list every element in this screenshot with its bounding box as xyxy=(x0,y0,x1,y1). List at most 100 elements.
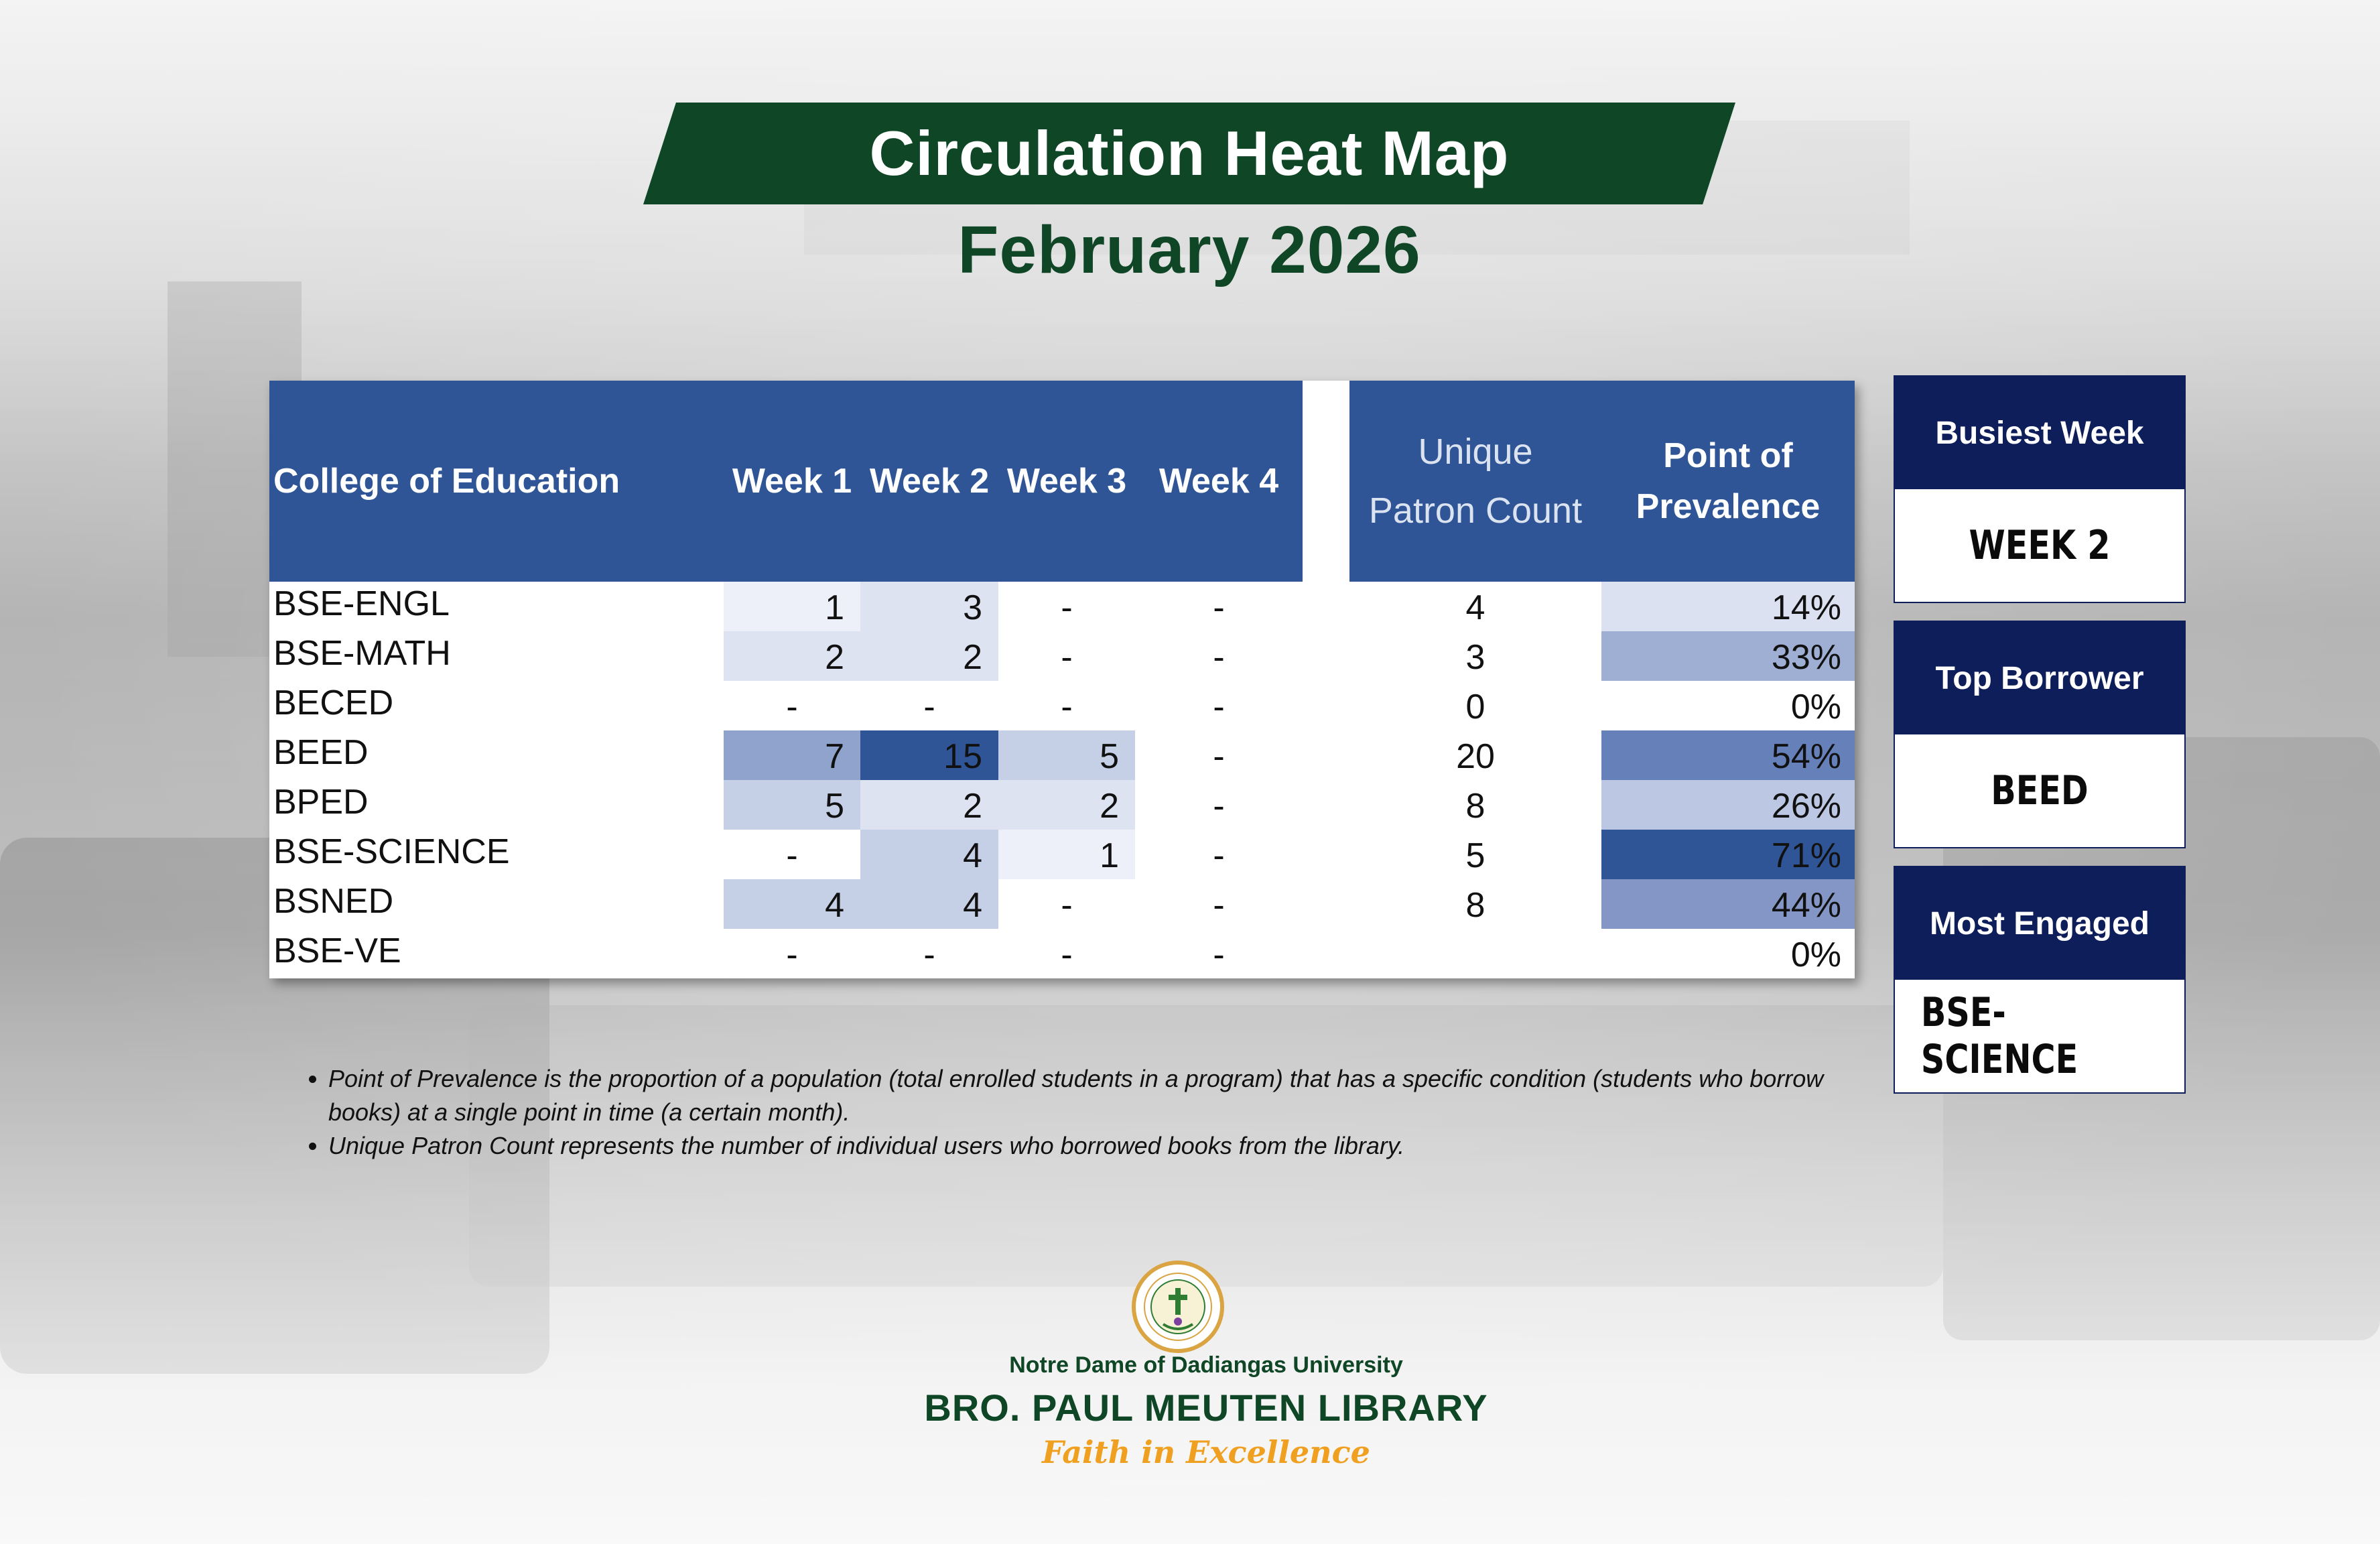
heat-cell-week-4: - xyxy=(1213,588,1225,627)
heat-cell-week-4: - xyxy=(1213,886,1225,925)
header-gap xyxy=(1303,381,1349,582)
heat-cell-week-3: 5 xyxy=(998,730,1135,780)
table-row: BEED 7 15 5 - 20 54% xyxy=(269,730,1855,780)
prevalence-cell: 0% xyxy=(1790,688,1841,726)
table-row: BSE-VE - - - - 0% xyxy=(269,929,1855,978)
row-program-label: BSNED xyxy=(273,882,394,921)
heat-cell-week-4: - xyxy=(1213,936,1225,974)
table-row: BPED 5 2 2-8 26% xyxy=(269,780,1855,830)
heat-cell-week-2: 15 xyxy=(860,730,998,780)
heat-cell-week-2: 2 xyxy=(860,780,998,830)
heat-cell-week-2: 4 xyxy=(860,879,998,929)
heat-cell-week-3: 1 xyxy=(998,830,1135,879)
heat-cell-week-2: - xyxy=(923,688,935,726)
header-unique-line-2: Patron Count xyxy=(1368,491,1583,531)
heat-cell-week-1: 4 xyxy=(724,879,860,929)
kpi-top-borrower-label: Top Borrower xyxy=(1895,622,2184,734)
kpi-most-engaged-label: Most Engaged xyxy=(1895,867,2184,980)
heat-cell-week-2: 3 xyxy=(860,582,998,631)
heat-cell-week-3: - xyxy=(1061,638,1073,677)
table-header-right xyxy=(1349,381,1855,582)
kpi-busiest-week-value: WEEK 2 xyxy=(1969,522,2111,569)
library-tagline: Faith in Excellence xyxy=(1042,1434,1370,1470)
heat-cell-week-4: - xyxy=(1213,638,1225,677)
header-unique-patron-count: Unique Patron Count xyxy=(1349,381,1601,582)
table-row: BSE-SCIENCE - 4 1 - 5 71% xyxy=(269,830,1855,879)
kpi-busiest-week: Busiest Week WEEK 2 xyxy=(1894,375,2186,603)
heat-cell-week-3: - xyxy=(1061,936,1073,974)
prevalence-cell: 14% xyxy=(1601,582,1855,631)
heat-cell-week-4: - xyxy=(1213,836,1225,875)
row-program-label: BSE-MATH xyxy=(273,634,451,673)
heat-cell-week-1: 7 xyxy=(724,730,860,780)
prevalence-cell: 44% xyxy=(1601,879,1855,929)
footnote-unique-text: represents the number of individual user… xyxy=(553,1132,1405,1159)
table-row: BSE-MATH 2 2 - - 3 33% xyxy=(269,631,1855,681)
heatmap-table: College of Education Week 1 Week 2 Week … xyxy=(269,381,1855,978)
kpi-top-borrower: Top Borrower BEED xyxy=(1894,621,2186,848)
row-program-label: BECED xyxy=(273,684,394,722)
heat-cell-week-4: - xyxy=(1213,787,1225,826)
header-week-1: Week 1 xyxy=(732,462,852,501)
prevalence-cell: 0% xyxy=(1790,936,1841,974)
header-unique-line-1: Unique xyxy=(1418,432,1533,472)
heat-cell-week-1: - xyxy=(786,688,798,726)
heat-cell-week-1: - xyxy=(786,836,798,875)
prevalence-cell: 33% xyxy=(1601,631,1855,681)
heat-cell-week-3: - xyxy=(1061,688,1073,726)
prevalence-cell: 54% xyxy=(1601,730,1855,780)
header-point-of-prevalence: Point of Prevalence xyxy=(1601,381,1855,582)
heat-cell-week-3: - xyxy=(1061,886,1073,925)
heat-cell-week-1: 2 xyxy=(724,631,860,681)
unique-patron-cell: 0 xyxy=(1465,688,1485,726)
heat-cell-week-1: 1 xyxy=(724,582,860,631)
header-week-3: Week 3 xyxy=(1006,462,1127,501)
footnote-prevalence: Point of Prevalence is the proportion of… xyxy=(328,1062,1836,1129)
footnotes: Point of Prevalence is the proportion of… xyxy=(295,1062,1836,1163)
heat-cell-week-1: 5 xyxy=(724,780,860,830)
unique-patron-cell: 4 xyxy=(1465,588,1485,627)
footnote-prevalence-term: Point of Prevalence xyxy=(328,1065,538,1092)
header-week-2: Week 2 xyxy=(869,462,990,501)
table-row: BECED - - - - 0 0% xyxy=(269,681,1855,730)
heat-cell-week-2: 4 xyxy=(860,830,998,879)
kpi-top-borrower-value: BEED xyxy=(1991,767,2089,814)
kpi-busiest-week-label: Busiest Week xyxy=(1895,377,2184,489)
header-week-4: Week 4 xyxy=(1159,462,1279,501)
row-program-label: BSE-ENGL xyxy=(273,584,450,623)
heat-cell-week-1: - xyxy=(786,936,798,974)
university-seal-logo xyxy=(1132,1261,1224,1353)
row-program-label: BPED xyxy=(273,783,369,822)
unique-patron-cell: 20 xyxy=(1456,737,1495,776)
heat-cell-week-3: - xyxy=(1061,588,1073,627)
heat-cell-week-2: 2 xyxy=(860,631,998,681)
university-name: Notre Dame of Dadiangas University xyxy=(1009,1352,1403,1378)
kpi-most-engaged-value: BSE-SCIENCE xyxy=(1920,989,2078,1083)
row-program-label: BSE-SCIENCE xyxy=(273,832,510,871)
table-header-left xyxy=(269,381,1303,582)
table-row: BSE-ENGL 1 3 - - 4 14% xyxy=(269,582,1855,631)
header-prev-line-2: Prevalence xyxy=(1636,487,1821,526)
footnote-prevalence-text: is the proportion of a population (total… xyxy=(328,1065,1824,1126)
unique-patron-cell: 8 xyxy=(1465,886,1485,925)
kpi-most-engaged: Most Engaged BSE-SCIENCE xyxy=(1894,866,2186,1094)
unique-patron-cell xyxy=(1349,929,1601,978)
heat-cell-week-4: - xyxy=(1213,688,1225,726)
header-prev-line-1: Point of xyxy=(1663,436,1793,475)
row-program-label: BEED xyxy=(273,733,369,772)
page-subtitle: February 2026 xyxy=(957,212,1421,287)
header-college: College of Education xyxy=(273,462,620,501)
page-title: Circulation Heat Map xyxy=(869,118,1510,188)
title-banner xyxy=(643,103,1735,204)
footnote-unique-term: Unique Patron Count xyxy=(328,1132,554,1159)
prevalence-cell: 71% xyxy=(1601,830,1855,879)
row-program-label: BSE-VE xyxy=(273,931,401,970)
table-row: BSNED 4 4 - - 8 44% xyxy=(269,879,1855,929)
heat-cell-week-2: - xyxy=(923,936,935,974)
heat-cell-week-3: 2 xyxy=(998,780,1135,830)
unique-patron-cell: 3 xyxy=(1465,638,1485,677)
heat-cell-week-4: - xyxy=(1213,737,1225,776)
library-name: BRO. PAUL MEUTEN LIBRARY xyxy=(924,1387,1488,1429)
unique-patron-cell: 8 xyxy=(1465,787,1485,826)
prevalence-cell: 26% xyxy=(1601,780,1855,830)
